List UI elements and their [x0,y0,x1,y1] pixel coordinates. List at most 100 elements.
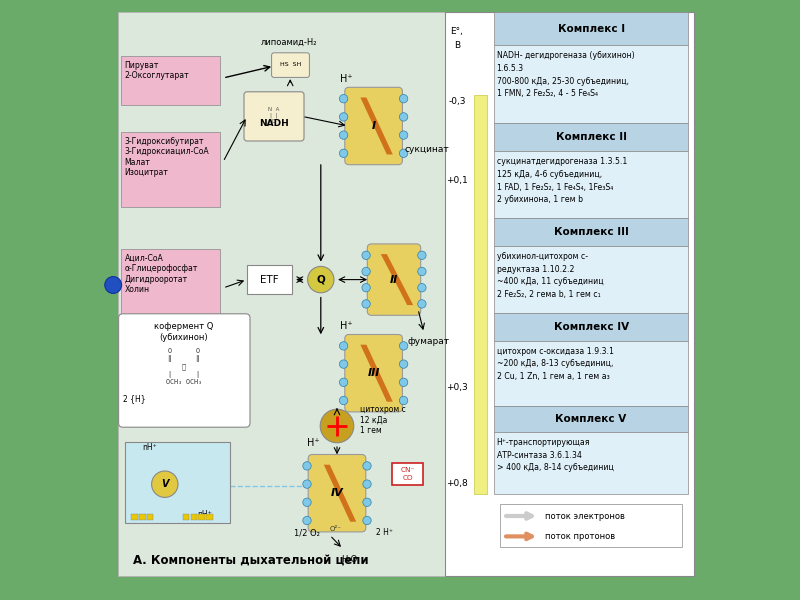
Text: кофермент Q: кофермент Q [154,322,214,331]
Circle shape [363,516,371,524]
Bar [131,514,138,520]
Bar [182,514,190,520]
Text: O      O
‖      ‖
⬡
|      |
OCH₃ OCH₃: O O ‖ ‖ ⬡ | | OCH₃ OCH₃ [166,348,202,385]
Text: Пируват
2-Оксоглутарат: Пируват 2-Оксоглутарат [125,61,190,80]
Bar [121,132,220,207]
Text: 1.6.5.3: 1.6.5.3 [497,64,524,73]
Text: +0,8: +0,8 [446,479,468,488]
Text: Ацил-СоА
α-Глицерофосфат
Дигидрооротат
Холин: Ацил-СоА α-Глицерофосфат Дигидрооротат Х… [125,254,198,294]
Text: H⁺-транспортирующая: H⁺-транспортирующая [497,438,590,447]
Text: V: V [161,479,169,489]
Text: сукцинатдегидрогеназа 1.3.5.1: сукцинатдегидрогеназа 1.3.5.1 [497,157,627,166]
Circle shape [302,462,311,470]
Text: IV: IV [330,488,343,498]
Text: 700-800 кДа, 25-30 субъединиц,: 700-800 кДа, 25-30 субъединиц, [497,76,629,85]
Text: (убихинон): (убихинон) [160,333,208,342]
Bar [494,246,688,313]
Text: 125 кДа, 4-6 субъединиц,: 125 кДа, 4-6 субъединиц, [497,170,602,179]
Text: +0,1: +0,1 [446,176,468,185]
Text: H₂O: H₂O [341,554,357,564]
Circle shape [302,480,311,488]
Text: редуктаза 1.10.2.2: редуктаза 1.10.2.2 [497,265,574,274]
Circle shape [339,113,348,121]
Circle shape [418,283,426,292]
FancyBboxPatch shape [244,92,304,141]
Bar [494,123,688,151]
Text: > 400 кДа, 8-14 субъединиц: > 400 кДа, 8-14 субъединиц [497,463,614,472]
Polygon shape [360,344,393,402]
Bar [500,504,682,547]
Text: 1 FMN, 2 Fe₂S₂, 4 - 5 Fe₄S₄: 1 FMN, 2 Fe₂S₂, 4 - 5 Fe₄S₄ [497,89,598,98]
Text: сукцинат: сукцинат [405,145,450,154]
Bar [494,406,688,432]
Text: Комплекс III: Комплекс III [554,227,629,237]
Circle shape [339,360,348,368]
Bar [190,514,197,520]
Text: Комплекс II: Комплекс II [555,132,626,142]
Circle shape [399,396,408,404]
Circle shape [399,131,408,139]
FancyBboxPatch shape [367,244,421,315]
Bar [121,56,220,105]
Text: 1 FAD, 1 Fe₂S₂, 1 Fe₄S₄, 1Fe₃S₄: 1 FAD, 1 Fe₂S₂, 1 Fe₄S₄, 1Fe₃S₄ [497,182,613,191]
Bar [392,463,423,485]
Circle shape [363,462,371,470]
Bar [125,442,230,523]
Circle shape [399,113,408,121]
Circle shape [363,498,371,506]
Circle shape [418,251,426,259]
Text: HS  SH: HS SH [280,62,301,67]
Bar [139,514,146,520]
Polygon shape [360,97,393,154]
Bar [121,249,220,324]
Circle shape [339,94,348,103]
Circle shape [320,409,354,443]
Circle shape [307,266,334,293]
Polygon shape [324,464,356,521]
Bar [494,218,688,246]
Bar [494,151,688,218]
Text: N  A
|  |
D: N A | | D [268,107,280,124]
Circle shape [302,516,311,524]
Circle shape [339,149,348,157]
Bar [494,432,688,494]
Text: NADH: NADH [259,119,289,128]
Text: убихинол-цитохром с-: убихинол-цитохром с- [497,252,587,261]
Bar [494,46,688,123]
Text: поток протонов: поток протонов [545,532,615,541]
Text: I: I [371,121,376,131]
Text: цитохром с
12 кДа
1 гем: цитохром с 12 кДа 1 гем [360,405,406,435]
Bar [206,514,213,520]
Text: АТP-синтаза 3.6.1.34: АТP-синтаза 3.6.1.34 [497,451,582,460]
Circle shape [399,341,408,350]
Text: поток электронов: поток электронов [545,512,625,521]
Circle shape [105,277,122,293]
Text: 2 убихинона, 1 гем b: 2 убихинона, 1 гем b [497,195,582,204]
Circle shape [339,341,348,350]
Circle shape [339,378,348,386]
Polygon shape [381,254,413,305]
Circle shape [339,396,348,404]
Text: H⁺: H⁺ [306,438,319,448]
Circle shape [399,378,408,386]
Circle shape [362,283,370,292]
Text: ~200 кДа, 8-13 субъединиц,: ~200 кДа, 8-13 субъединиц, [497,359,613,368]
Text: 2 Cu, 1 Zn, 1 гем а, 1 гем а₃: 2 Cu, 1 Zn, 1 гем а, 1 гем а₃ [497,372,610,381]
Bar [494,341,688,406]
Text: nH⁺: nH⁺ [142,443,157,451]
Text: Комплекс IV: Комплекс IV [554,322,629,332]
Circle shape [302,498,311,506]
Circle shape [363,480,371,488]
FancyBboxPatch shape [345,335,402,412]
Text: А. Компоненты дыхательной цепи: А. Компоненты дыхательной цепи [133,554,369,567]
Text: Комплекс V: Комплекс V [555,414,626,424]
Text: 2 Fe₂S₂, 2 гема b, 1 гем c₁: 2 Fe₂S₂, 2 гема b, 1 гем c₁ [497,290,600,299]
Text: O²⁻: O²⁻ [330,526,342,532]
Text: NADH- дегидрогеназа (убихинон): NADH- дегидрогеназа (убихинон) [497,52,634,61]
Text: цитохром с-оксидаза 1.9.3.1: цитохром с-оксидаза 1.9.3.1 [497,347,614,356]
Circle shape [399,94,408,103]
Text: +0,3: +0,3 [446,383,468,392]
Circle shape [362,268,370,276]
Circle shape [362,251,370,259]
Bar [247,265,292,294]
